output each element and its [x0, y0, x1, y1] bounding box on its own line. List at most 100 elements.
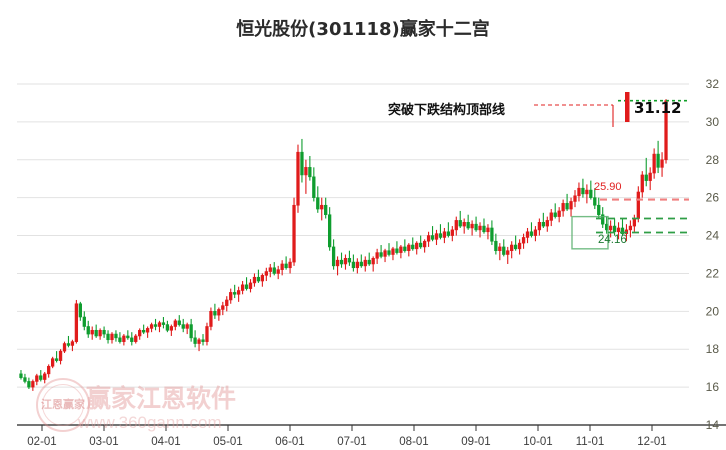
candle-body — [217, 309, 221, 316]
candle-body — [268, 267, 272, 272]
candle-body — [94, 329, 98, 337]
candle-body — [35, 375, 39, 382]
y-axis-tick-label-20: 20 — [706, 304, 720, 318]
y-axis-tick-label-30: 30 — [706, 115, 720, 129]
candle-body — [573, 195, 577, 202]
candle-body — [157, 322, 162, 327]
candle-body — [442, 231, 447, 238]
candle-body — [292, 204, 296, 263]
candle-body — [608, 225, 613, 231]
x-axis-tick-label-05-01: 05-01 — [213, 436, 242, 448]
candle-body — [351, 261, 356, 269]
candle-body — [426, 235, 431, 242]
candlestick-series — [19, 99, 668, 391]
candle-body — [138, 329, 142, 337]
candle-body — [387, 250, 391, 255]
candle-body — [628, 225, 633, 231]
candle-body — [197, 339, 201, 344]
candle-body — [90, 329, 94, 335]
candle-body — [173, 320, 177, 327]
candle-body — [50, 358, 55, 367]
support-level-label: 24.16 — [598, 234, 627, 246]
candle-body — [612, 225, 617, 233]
candle-body — [308, 167, 312, 178]
candle-body — [411, 244, 415, 250]
candle-body — [399, 246, 403, 253]
y-axis-tick-label-14: 14 — [706, 418, 720, 432]
candle-body — [656, 153, 660, 168]
candle-body — [347, 257, 352, 263]
candle-body — [209, 311, 213, 327]
candle-body — [415, 242, 419, 250]
candle-body — [581, 187, 585, 195]
candle-body — [248, 282, 253, 289]
candle-body — [343, 257, 348, 265]
y-axis-tick-label-26: 26 — [706, 191, 720, 205]
candle-body — [193, 337, 197, 344]
candle-body — [462, 221, 466, 227]
candle-body — [43, 373, 47, 380]
candle-body — [122, 335, 126, 342]
candle-body — [177, 320, 181, 325]
candle-body — [577, 187, 581, 197]
candle-body — [529, 231, 534, 236]
candle-body — [229, 292, 233, 301]
candle-body — [145, 328, 150, 333]
candle-body — [324, 204, 328, 216]
candle-body — [525, 231, 530, 238]
candle-body — [553, 212, 557, 217]
x-axis-tick-label-10-01: 10-01 — [523, 436, 552, 448]
candle-body — [395, 248, 399, 253]
candle-body — [312, 176, 316, 198]
candle-body — [557, 210, 561, 217]
candle-body — [233, 292, 237, 295]
candle-body — [565, 203, 569, 210]
candle-body — [260, 275, 265, 282]
candle-body — [288, 261, 292, 269]
candle-body — [110, 333, 114, 341]
candle-body — [27, 381, 31, 388]
candle-body — [470, 223, 474, 229]
candle-body — [304, 167, 308, 176]
candle-body — [118, 337, 122, 342]
candle-body — [161, 322, 166, 325]
candle-body — [149, 324, 154, 329]
candle-body — [644, 174, 648, 181]
candle-body — [363, 259, 367, 267]
y-axis-tick-label-24: 24 — [706, 229, 720, 243]
candle-body — [213, 311, 217, 316]
candle-body — [597, 204, 601, 216]
candle-body — [54, 358, 59, 361]
y-axis-tick-label-28: 28 — [706, 153, 720, 167]
y-axis-tick-label-32: 32 — [706, 77, 720, 91]
candle-body — [620, 227, 625, 234]
candle-body — [430, 235, 435, 240]
candle-body — [62, 343, 67, 352]
x-axis-tick-label-06-01: 06-01 — [275, 436, 304, 448]
candle-body — [486, 227, 490, 233]
candle-body — [482, 225, 486, 233]
candle-body — [205, 326, 209, 342]
candle-body — [39, 375, 43, 380]
candle-body — [521, 237, 526, 244]
candle-body — [407, 244, 411, 252]
candle-body — [280, 263, 284, 270]
candle-body — [446, 231, 451, 236]
page-title: 恒光股份(301118)赢家十二宫 — [236, 19, 490, 40]
y-axis-tick-label-16: 16 — [706, 380, 720, 394]
candle-body — [47, 365, 51, 375]
candle-body — [221, 305, 225, 310]
candle-body — [434, 233, 439, 240]
candle-body — [513, 244, 518, 250]
candle-body — [98, 329, 102, 337]
candle-body — [185, 324, 189, 329]
candle-body — [153, 324, 158, 327]
x-axis-tick-label-11-01: 11-01 — [576, 436, 605, 448]
candle-body — [142, 329, 146, 333]
candle-body — [316, 197, 320, 210]
candle-body — [660, 159, 664, 168]
candle-body — [450, 229, 454, 236]
candle-body — [134, 335, 138, 342]
